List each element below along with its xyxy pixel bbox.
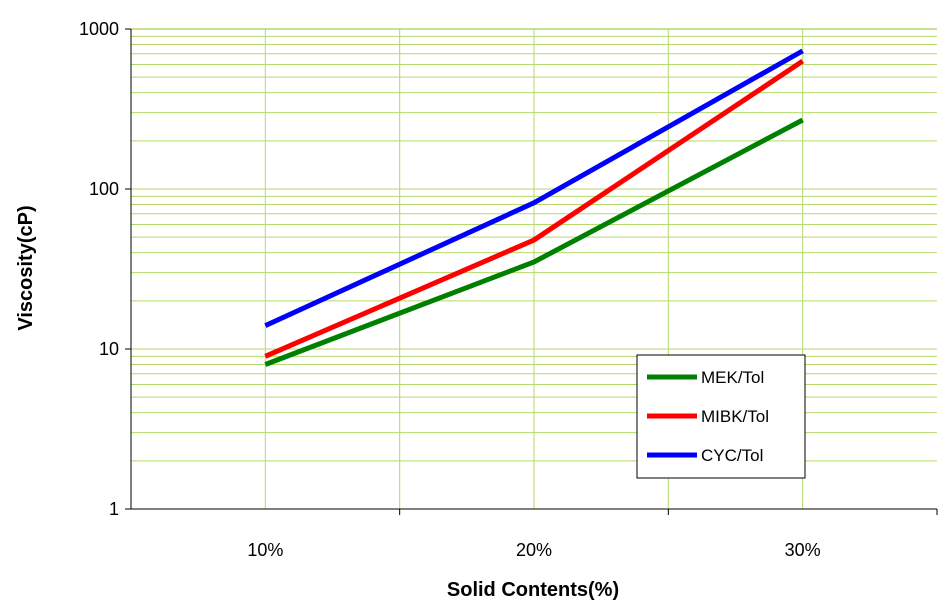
y-tick-label: 1000 [79,19,119,39]
y-tick-label: 100 [89,179,119,199]
legend: MEK/Tol MIBK/Tol CYC/Tol [636,354,806,479]
x-tick-label: 20% [516,540,552,560]
legend-label: CYC/Tol [701,446,763,465]
x-tick-label: 30% [785,540,821,560]
legend-label: MIBK/Tol [701,407,769,426]
series-line [264,48,804,328]
tick-labels: 1 10 100 1000 10% 20% 30% [79,19,821,560]
axes [125,28,938,515]
series-line [264,59,805,359]
series-line [264,117,804,367]
y-axis-title: Viscosity(cP) [15,205,37,330]
x-tick-label: 10% [247,540,283,560]
y-tick-label: 10 [99,339,119,359]
y-tick-label: 1 [109,499,119,519]
grid [131,28,937,509]
x-axis-title: Solid Contents(%) [447,579,619,601]
series-lines [264,48,805,367]
legend-label: MEK/Tol [701,368,764,387]
